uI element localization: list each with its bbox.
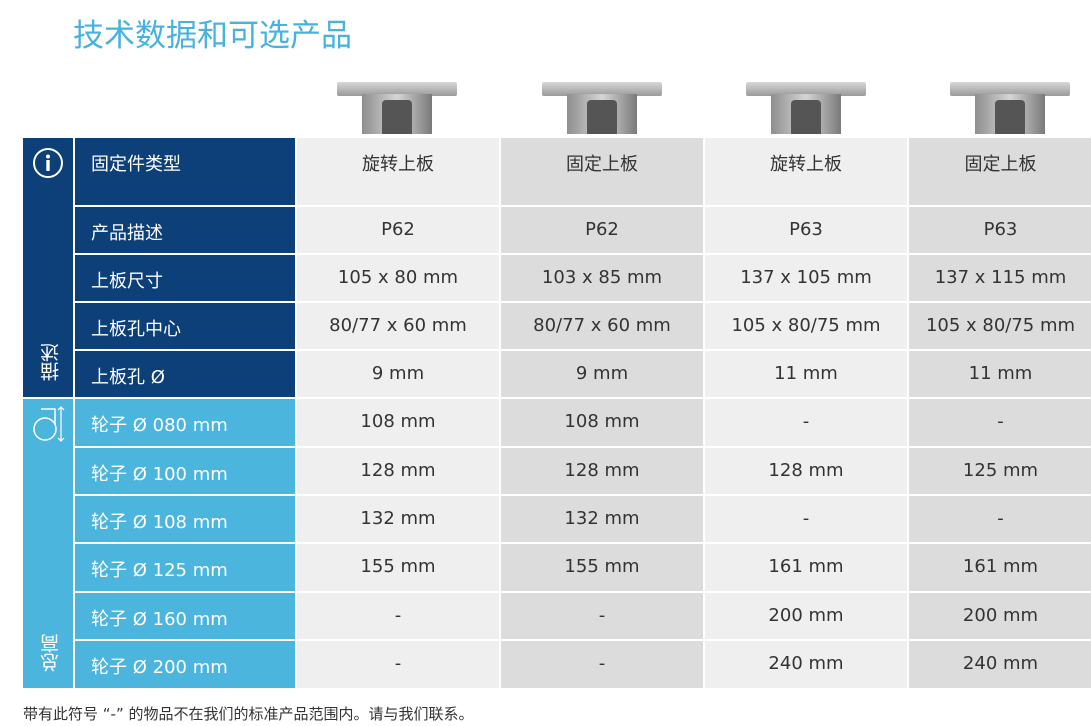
row-label: 轮子 Ø 108 mm [75,496,295,542]
table-row: 轮子 Ø 160 mm - -200 mm 200 mm [75,593,1091,639]
table-cell: 155 mm [297,544,499,591]
table-cell: 80/77 x 60 mm [297,303,499,349]
table-cell: 11 mm [909,351,1091,397]
table-cell: 132 mm [501,496,703,542]
table-cell: 9 mm [501,351,703,397]
table-cell: 137 x 115 mm [909,255,1091,301]
table-cell: 108 mm [501,399,703,446]
row-label: 轮子 Ø 080 mm [75,399,295,446]
row-label: 固定件类型 [75,138,295,205]
section-total-height: 总高 [23,399,73,688]
table-row: 产品描述 P62 P62 P63 P63 [75,207,1091,253]
table-cell: - [297,641,499,688]
table-cell: 161 mm [909,544,1091,591]
table-cell: - [909,399,1091,446]
table-cell: 128 mm [501,448,703,494]
product-image-fixed-p63 [935,44,1085,134]
table-cell: 125 mm [909,448,1091,494]
table-cell: 105 x 80 mm [297,255,499,301]
table-cell: 137 x 105 mm [705,255,907,301]
wheel-height-icon [33,406,65,442]
table-cell: 240 mm [909,641,1091,688]
info-icon [33,148,63,178]
footnote: 带有此符号 “-” 的物品不在我们的标准产品范围内。请与我们联系。 [23,705,474,723]
row-label: 上板孔 Ø [75,351,295,397]
table-row: 上板孔中心 80/77 x 60 mm 80/77 x 60 mm 105 x 80/… [75,303,1091,349]
table-cell: 105 x 80/75 mm [705,303,907,349]
table-cell: 旋转上板 [297,138,499,205]
table-cell: P62 [501,207,703,253]
table-cell: 128 mm [705,448,907,494]
table-cell: 11 mm [705,351,907,397]
table-cell: 9 mm [297,351,499,397]
row-label: 轮子 Ø 160 mm [75,593,295,639]
table-row: 上板尺寸 105 x 80 mm 103 x 85 mm 137 x 105 mm 13… [75,255,1091,301]
page-title: 技术数据和可选产品 [73,18,352,54]
product-image-swivel-p62 [322,44,472,134]
section-label-total-height: 总高 [40,634,62,672]
table-cell: - [909,496,1091,542]
table-cell: - [501,641,703,688]
table-cell: 108 mm [297,399,499,446]
row-label: 上板尺寸 [75,255,295,301]
table-cell: 128 mm [297,448,499,494]
row-label: 轮子 Ø 100 mm [75,448,295,494]
table-cell: - [705,399,907,446]
table-cell: 旋转上板 [705,138,907,205]
table-row: 轮子 Ø 108 mm 132 mm 132 mm - - [75,496,1091,542]
row-label: 轮子 Ø 125 mm [75,544,295,591]
section-description: 描述 [23,138,73,397]
table-cell: 155 mm [501,544,703,591]
table-cell: P63 [909,207,1091,253]
product-image-fixed-p62 [527,44,677,134]
table-row: 固定件类型 旋转上板 固定上板 旋转上板 固定上板 [75,138,1091,205]
table-cell: 161 mm [705,544,907,591]
row-label: 产品描述 [75,207,295,253]
table-cell: P62 [297,207,499,253]
section-label-description: 描述 [40,343,62,381]
table-cell: 200 mm [705,593,907,639]
row-label: 轮子 Ø 200 mm [75,641,295,688]
table-cell: P63 [705,207,907,253]
table-cell: - [705,496,907,542]
row-label: 上板孔中心 [75,303,295,349]
table-cell: 固定上板 [909,138,1091,205]
table-cell: 80/77 x 60 mm [501,303,703,349]
table-cell: - [501,593,703,639]
table-cell: 105 x 80/75 mm [909,303,1091,349]
product-image-swivel-p63 [731,44,881,134]
table-cell: - [297,593,499,639]
table-row: 轮子 Ø 100 mm 128 mm 128 mm 128 mm 125 mm [75,448,1091,494]
table-row: 轮子 Ø 080 mm 108 mm 108 mm - - [75,399,1091,446]
table-cell: 200 mm [909,593,1091,639]
table-cell: 132 mm [297,496,499,542]
table-cell: 240 mm [705,641,907,688]
table-cell: 103 x 85 mm [501,255,703,301]
table-row: 轮子 Ø 200 mm - -240 mm 240 mm [75,641,1091,688]
table-row: 轮子 Ø 125 mm 155 mm 155 mm 161 mm 161 mm [75,544,1091,591]
table-cell: 固定上板 [501,138,703,205]
